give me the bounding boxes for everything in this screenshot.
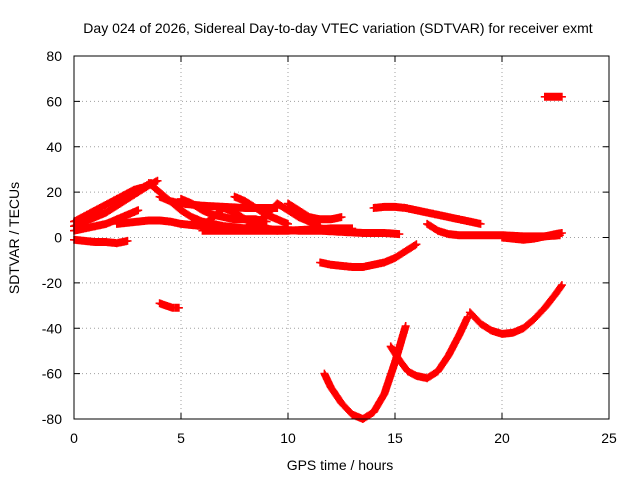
- data-point-markers: [369, 202, 485, 228]
- series-sat-20: [540, 92, 566, 101]
- chart-title: Day 024 of 2026, Sidereal Day-to-day VTE…: [83, 20, 592, 36]
- data-point-markers: [498, 229, 566, 244]
- series-sat-22: [386, 312, 472, 383]
- x-tick-label: 25: [601, 430, 617, 446]
- series-sat-13: [284, 199, 346, 224]
- series-sat-15: [316, 240, 421, 271]
- y-tick-label: -20: [42, 275, 62, 291]
- y-tick-label: 20: [46, 184, 62, 200]
- series-sat-16: [369, 202, 485, 228]
- data-point-markers: [316, 240, 421, 271]
- y-tick-label: -80: [42, 411, 62, 427]
- y-tick-label: 80: [46, 48, 62, 64]
- y-tick-label: 60: [46, 93, 62, 109]
- series-sat-21: [320, 322, 410, 423]
- x-tick-label: 10: [280, 430, 296, 446]
- x-axis-label: GPS time / hours: [287, 457, 394, 473]
- data-point-markers: [386, 312, 472, 383]
- series-sat-19: [155, 299, 183, 312]
- data-point-markers: [465, 281, 566, 338]
- x-tick-label: 20: [494, 430, 510, 446]
- x-tick-label: 5: [177, 430, 185, 446]
- data-point-markers: [284, 199, 346, 224]
- data-point-markers: [320, 322, 410, 423]
- y-tick-label: -60: [42, 366, 62, 382]
- data-point-markers: [540, 92, 566, 101]
- x-tick-label: 0: [70, 430, 78, 446]
- y-tick-label: -40: [42, 320, 62, 336]
- x-tick-label: 15: [387, 430, 403, 446]
- series-sat-18: [498, 229, 566, 244]
- grid-lines: [74, 56, 609, 419]
- plot-frame: [73, 55, 610, 420]
- y-axis-label: SDTVAR / TECUs: [6, 182, 22, 294]
- y-tick-label: 0: [54, 230, 62, 246]
- y-tick-label: 40: [46, 139, 62, 155]
- data-point-markers: [155, 299, 183, 312]
- series-sat-14: [198, 224, 357, 235]
- tick-labels: 0 5 10 15 20 25 -80 -60 -40 -20 0 20 40 60 80: [42, 48, 617, 446]
- data-points: [70, 92, 566, 423]
- series-sat-23: [465, 281, 566, 338]
- data-point-markers: [198, 224, 357, 235]
